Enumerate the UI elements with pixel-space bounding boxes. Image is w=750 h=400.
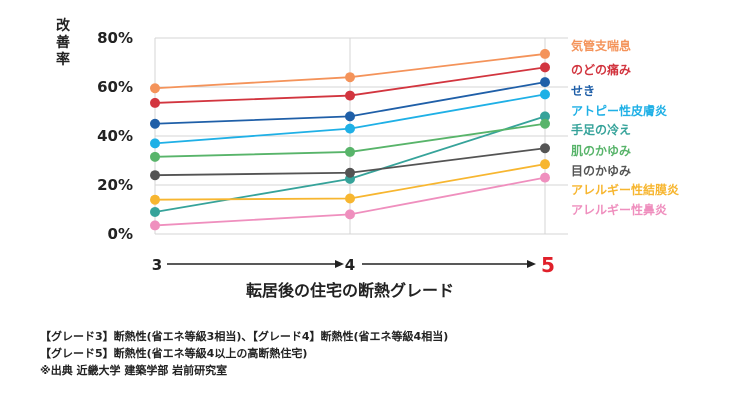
y-tick-label: 20%: [97, 176, 133, 194]
legend-entry: 肌のかゆみ: [570, 143, 631, 158]
data-point: [150, 83, 160, 94]
data-point: [345, 146, 355, 157]
legend-entry: アレルギー性鼻炎: [571, 202, 667, 217]
legend-entry: せき: [571, 84, 595, 98]
y-tick-label: 60%: [97, 78, 133, 96]
data-point: [150, 138, 160, 149]
data-point: [345, 123, 355, 134]
data-point: [345, 193, 355, 204]
legend-entry: 目のかゆみ: [571, 164, 631, 178]
x-axis-arrowhead: [335, 260, 344, 268]
data-point: [150, 118, 160, 129]
line-chart: 0% 20% 40% 60% 80% 改善率 気管支喘息のどの痛みせきアトピー性皮膚炎手足の…: [56, 17, 679, 300]
y-axis-label-char: 善: [56, 34, 70, 51]
data-point: [345, 90, 355, 101]
legend-entry: 手足の冷え: [571, 122, 631, 137]
y-axis-label-char: 改: [56, 17, 71, 34]
legend-entry: 気管支喘息: [571, 38, 631, 53]
note-grade5-definition: 【グレード5】断熱性(省エネ等級4以上の高断熱住宅): [40, 347, 308, 360]
x-tick-label: 4: [345, 256, 355, 274]
data-point: [150, 151, 160, 162]
data-point: [540, 111, 550, 122]
data-point: [345, 209, 355, 220]
data-point: [150, 97, 160, 108]
chart-notes: 【グレード3】断熱性(省エネ等級3相当)、【グレード4】断熱性(省エネ等級4相当…: [40, 328, 448, 379]
data-point: [540, 172, 550, 183]
x-tick-label-highlight: 5: [541, 253, 555, 277]
data-point: [345, 167, 355, 178]
data-point: [150, 170, 160, 181]
y-tick-label: 40%: [97, 127, 133, 145]
data-point: [540, 62, 550, 73]
data-point: [540, 77, 550, 88]
data-point: [540, 118, 550, 129]
data-point: [345, 111, 355, 122]
data-point: [150, 206, 160, 217]
data-point: [540, 89, 550, 100]
y-axis-label-char: 率: [56, 51, 70, 68]
x-axis-arrowhead: [527, 260, 536, 268]
data-point: [540, 143, 550, 154]
data-point: [150, 220, 160, 231]
note-grade-definitions: 【グレード3】断熱性(省エネ等級3相当)、【グレード4】断熱性(省エネ等級4相当…: [40, 330, 449, 343]
data-point: [540, 48, 550, 59]
y-tick-label: 80%: [97, 29, 133, 47]
x-tick-label: 3: [152, 256, 162, 274]
data-point: [540, 159, 550, 170]
note-source: ※出典 近畿大学 建築学部 岩前研究室: [40, 364, 228, 377]
legend-entry: アトピー性皮膚炎: [571, 103, 667, 118]
data-point: [150, 194, 160, 205]
legend-entry: アレルギー性結膜炎: [571, 182, 679, 197]
y-tick-label: 0%: [108, 225, 133, 243]
data-point: [345, 72, 355, 83]
x-axis-title: 転居後の住宅の断熱グレード: [246, 281, 454, 300]
legend-entry: のどの痛み: [571, 62, 631, 77]
